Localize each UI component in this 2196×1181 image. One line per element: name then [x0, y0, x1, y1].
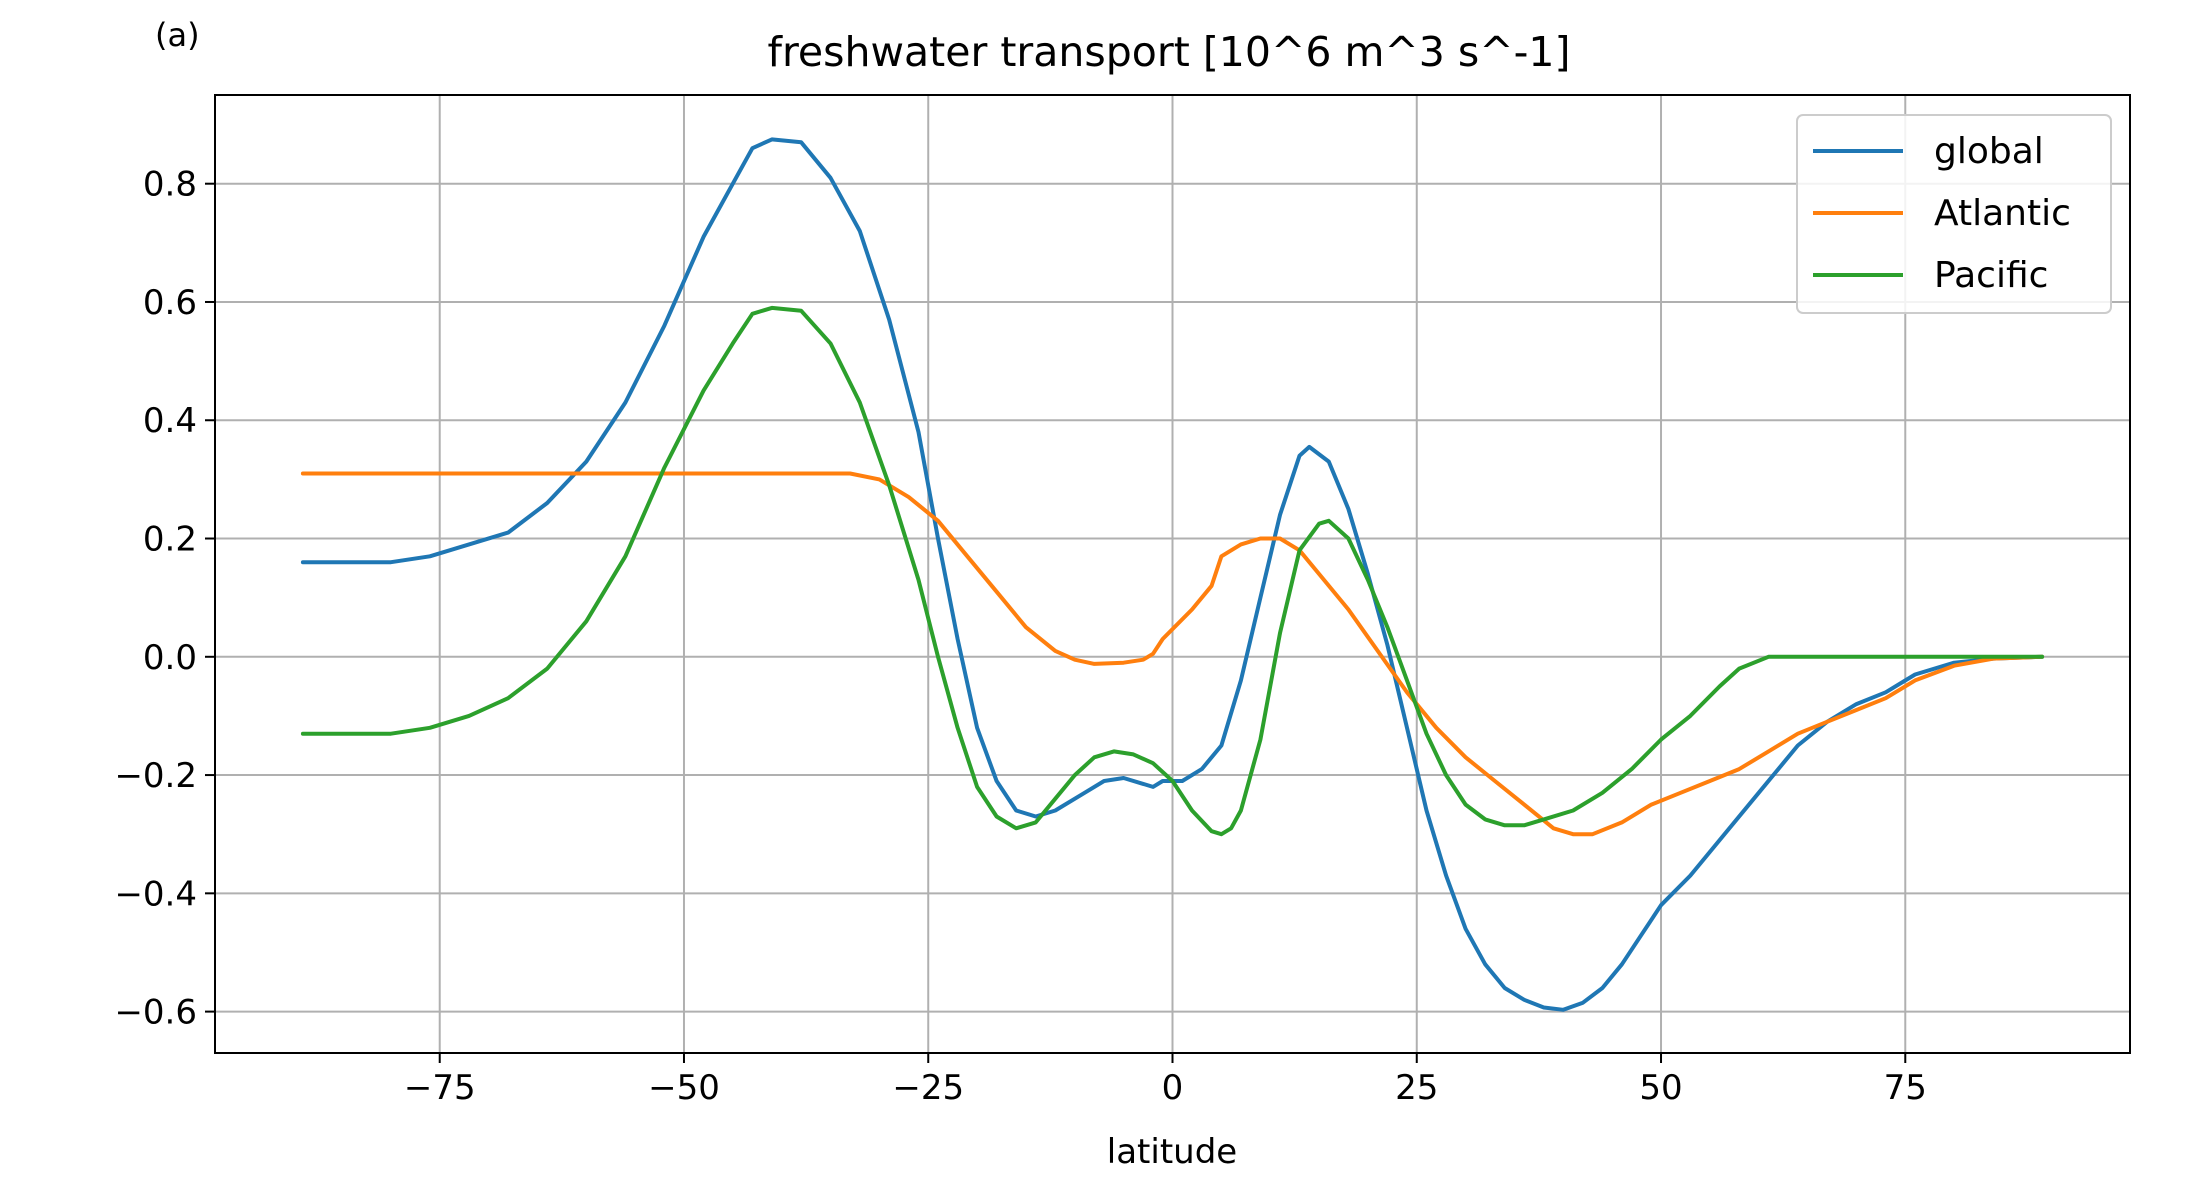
series-line-atlantic: [300, 471, 2045, 837]
axis-ticks: [205, 182, 1907, 1063]
x-tick-label: 50: [1639, 1068, 1682, 1108]
x-tick-labels: −75 −50 −25 0 25 50 75: [404, 1068, 1927, 1108]
legend: global Atlantic Pacific: [1796, 114, 2112, 314]
y-tick-label: 0.8: [143, 165, 197, 205]
y-tick-label: −0.6: [114, 993, 197, 1033]
x-axis-label: latitude: [1107, 1132, 1237, 1172]
x-tick-label: −75: [404, 1068, 476, 1108]
y-tick-labels: −0.6 −0.4 −0.2 0.0 0.2 0.4 0.6 0.8: [114, 165, 197, 1033]
y-tick-label: −0.4: [114, 874, 197, 914]
legend-label-global: global: [1934, 131, 2044, 172]
y-tick-label: 0.6: [143, 283, 197, 323]
x-tick-label: 25: [1395, 1068, 1438, 1108]
y-tick-label: 0.2: [143, 520, 197, 560]
legend-box: [1796, 114, 2112, 314]
plot-frame: [214, 94, 2131, 1054]
series-line-global: [300, 137, 2045, 1012]
panel-label: (a): [155, 16, 200, 54]
y-tick-label: 0.0: [143, 638, 197, 678]
series-lines: [300, 137, 2045, 1012]
legend-label-pacific: Pacific: [1934, 255, 2048, 296]
chart-title: freshwater transport [10^6 m^3 s^-1]: [768, 28, 1571, 76]
x-tick-label: −25: [892, 1068, 964, 1108]
y-tick-label: −0.2: [114, 756, 197, 796]
legend-label-atlantic: Atlantic: [1934, 193, 2071, 234]
x-tick-label: −50: [648, 1068, 720, 1108]
legend-entries: global Atlantic Pacific: [1813, 131, 2071, 296]
x-tick-label: 0: [1162, 1068, 1184, 1108]
series-line-pacific: [300, 305, 2045, 837]
x-tick-label: 75: [1884, 1068, 1927, 1108]
y-tick-label: 0.4: [143, 401, 197, 441]
